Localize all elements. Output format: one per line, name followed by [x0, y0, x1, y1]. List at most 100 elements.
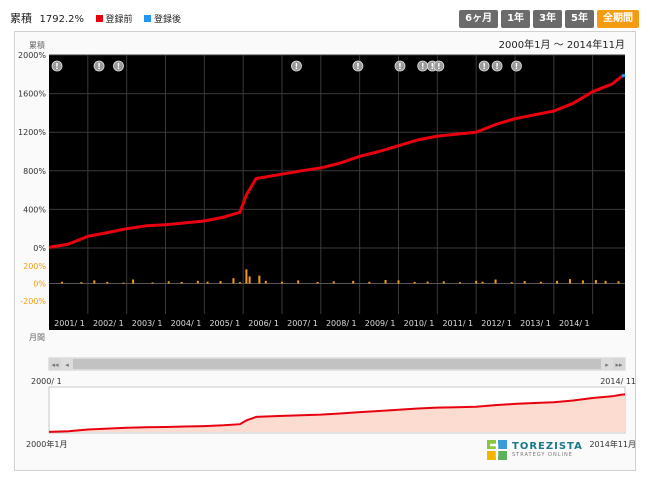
- monthly-bar: [167, 281, 170, 284]
- monthly-bar: [481, 281, 484, 284]
- y-axis-ticks: 2000% 1600% 1200% 800% 400% 0% 200% 0% -200%: [18, 51, 46, 306]
- event-markers: !!!!!!!!!!!!: [51, 60, 522, 72]
- event-marker-icon[interactable]: !: [433, 60, 445, 72]
- x-tick-label: 2014/ 1: [559, 319, 590, 328]
- monthly-bar: [93, 280, 96, 284]
- monthly-bar: [475, 280, 478, 284]
- series-line-before: [48, 75, 623, 249]
- torezista-logo: TOREZISTA STRATEGY ONLINE: [486, 439, 583, 461]
- scroll-next-button[interactable]: ▸: [601, 358, 613, 370]
- event-marker-icon[interactable]: !: [478, 60, 490, 72]
- navigator-start-top: 2000/ 1: [31, 377, 62, 386]
- svg-text:◂◂: ◂◂: [51, 361, 59, 369]
- x-axis-labels: 2001/ 1 2002/ 1 2003/ 1 2004/ 1 2005/ 1 2006/…: [54, 319, 589, 328]
- monthly-tick-label: -200%: [20, 297, 46, 306]
- y-tick-label: 800%: [23, 167, 46, 176]
- svg-text:◂: ◂: [65, 361, 69, 369]
- legend-label-after: 登録後: [154, 15, 182, 25]
- event-marker-icon[interactable]: !: [394, 60, 406, 72]
- series-line-after: [621, 73, 626, 78]
- x-tick-label: 2011/ 1: [442, 319, 473, 328]
- svg-text:!: !: [482, 62, 486, 71]
- tab-5-years[interactable]: 5年: [565, 10, 594, 28]
- x-tick-label: 2004/ 1: [171, 319, 202, 328]
- monthly-bar: [594, 279, 597, 284]
- tab-all-period[interactable]: 全期間: [597, 10, 639, 28]
- monthly-bar: [581, 280, 584, 284]
- monthly-bar: [568, 279, 571, 284]
- svg-text:!: !: [515, 62, 519, 71]
- x-tick-label: 2012/ 1: [481, 319, 512, 328]
- monthly-axis-label: 月間: [29, 333, 45, 342]
- navigator-end-top: 2014/ 11: [600, 377, 636, 386]
- event-marker-icon[interactable]: !: [491, 60, 503, 72]
- x-tick-label: 2001/ 1: [54, 319, 85, 328]
- period-tabs: 6ヶ月 1年 3年 5年 全期間: [459, 10, 639, 28]
- monthly-bar: [510, 282, 513, 284]
- monthly-bar: [219, 281, 222, 284]
- svg-text:!: !: [356, 62, 360, 71]
- logo-name: TOREZISTA: [512, 441, 583, 452]
- monthly-bar: [352, 280, 355, 284]
- monthly-bar: [180, 281, 183, 284]
- tab-3-years[interactable]: 3年: [533, 10, 563, 28]
- scroll-last-button[interactable]: ▸▸: [613, 358, 625, 370]
- scroll-first-button[interactable]: ◂◂: [49, 358, 61, 370]
- event-marker-icon[interactable]: !: [51, 60, 63, 72]
- legend-swatch-before: [95, 15, 103, 22]
- monthly-bar: [617, 281, 620, 284]
- event-marker-icon[interactable]: !: [291, 60, 302, 72]
- monthly-bar: [397, 280, 400, 284]
- svg-text:!: !: [421, 62, 425, 71]
- x-tick-label: 2005/ 1: [209, 319, 240, 328]
- series-lines: [48, 73, 626, 249]
- monthly-bar: [206, 281, 209, 284]
- legend-label-before: 登録前: [105, 15, 133, 25]
- y-tick-label: 1200%: [18, 128, 46, 137]
- y-tick-label: 0%: [33, 244, 46, 253]
- monthly-bar: [297, 280, 300, 284]
- monthly-bar: [232, 278, 235, 284]
- monthly-bar: [248, 276, 251, 284]
- svg-text:!: !: [55, 62, 59, 71]
- navigator-series: [48, 393, 626, 433]
- event-marker-icon[interactable]: !: [93, 60, 105, 72]
- x-tick-label: 2007/ 1: [287, 319, 318, 328]
- torezista-logo-icon: [487, 440, 507, 460]
- scroll-prev-button[interactable]: ◂: [61, 358, 73, 370]
- monthly-bar: [384, 279, 387, 284]
- svg-text:!: !: [117, 62, 121, 71]
- event-marker-icon[interactable]: !: [352, 60, 364, 72]
- tab-1-year[interactable]: 1年: [501, 10, 531, 28]
- date-range: 2000年1月 〜 2014年11月: [499, 38, 625, 51]
- monthly-bar: [238, 282, 241, 284]
- scrollbar-thumb[interactable]: [73, 359, 601, 369]
- svg-text:▸▸: ▸▸: [615, 361, 623, 369]
- monthly-bar: [604, 280, 607, 284]
- monthly-bar: [316, 281, 319, 284]
- monthly-bar: [426, 281, 429, 284]
- monthly-bar: [258, 275, 261, 284]
- event-marker-icon[interactable]: !: [511, 60, 522, 72]
- tab-6-months[interactable]: 6ヶ月: [459, 10, 499, 28]
- monthly-bar: [458, 282, 461, 284]
- monthly-bar: [122, 282, 125, 284]
- monthly-bar: [60, 281, 63, 284]
- grid: [49, 54, 625, 314]
- monthly-bar: [539, 281, 542, 284]
- event-marker-icon[interactable]: !: [417, 60, 429, 72]
- svg-text:!: !: [431, 62, 435, 71]
- svg-text:!: !: [437, 62, 441, 71]
- monthly-bar: [245, 269, 248, 284]
- monthly-bars: [60, 269, 620, 284]
- monthly-bar: [132, 279, 135, 284]
- monthly-bar: [368, 281, 371, 284]
- monthly-bar: [196, 280, 199, 284]
- logo-subtitle: STRATEGY ONLINE: [512, 452, 573, 458]
- event-marker-icon[interactable]: !: [113, 60, 124, 72]
- monthly-bar: [556, 280, 559, 284]
- monthly-bar: [151, 282, 154, 284]
- monthly-bar: [264, 280, 267, 284]
- monthly-bar: [523, 281, 526, 284]
- legend-swatch-after: [144, 15, 152, 22]
